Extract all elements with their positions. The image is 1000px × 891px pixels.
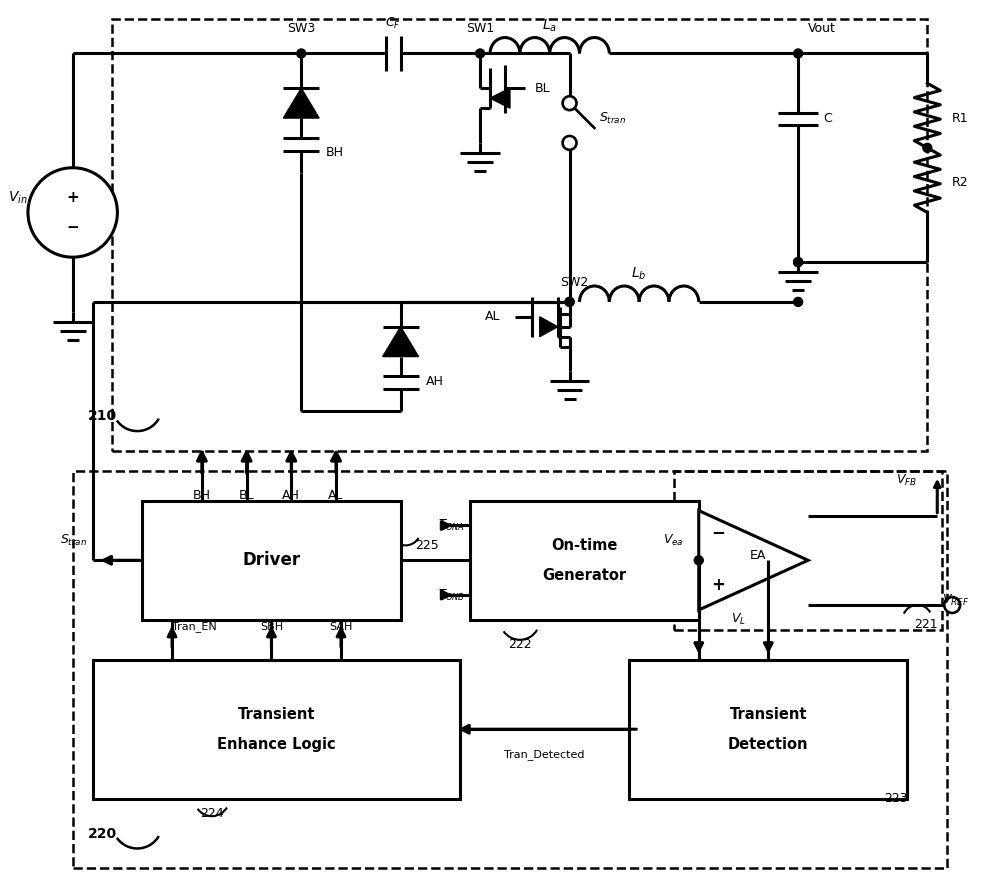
- Circle shape: [794, 257, 803, 266]
- Text: $T_{ONA}$: $T_{ONA}$: [438, 518, 465, 533]
- Text: R1: R1: [952, 111, 969, 125]
- Text: $V_{ea}$: $V_{ea}$: [663, 533, 684, 548]
- Circle shape: [944, 597, 960, 613]
- Circle shape: [923, 143, 932, 152]
- Polygon shape: [699, 511, 808, 610]
- Circle shape: [297, 49, 306, 58]
- Circle shape: [794, 257, 803, 266]
- Text: Generator: Generator: [542, 568, 627, 583]
- Polygon shape: [540, 317, 558, 337]
- Circle shape: [28, 168, 117, 257]
- Text: 220: 220: [88, 827, 117, 840]
- Text: Tran_Detected: Tran_Detected: [504, 748, 585, 759]
- Text: −: −: [66, 220, 79, 235]
- Polygon shape: [490, 88, 510, 108]
- FancyBboxPatch shape: [629, 659, 907, 799]
- Text: SW3: SW3: [287, 22, 315, 35]
- Text: $L_a$: $L_a$: [542, 18, 557, 34]
- Circle shape: [694, 556, 703, 565]
- Text: $T_{ONB}$: $T_{ONB}$: [438, 587, 465, 602]
- Text: BH: BH: [193, 489, 211, 503]
- Text: SBH: SBH: [260, 622, 283, 632]
- Text: 221: 221: [914, 618, 937, 632]
- Text: $V_{FB}$: $V_{FB}$: [896, 473, 917, 488]
- Text: AL: AL: [484, 310, 500, 323]
- Text: BL: BL: [535, 82, 550, 94]
- Text: $S_{tran}$: $S_{tran}$: [599, 110, 627, 126]
- Text: Transient: Transient: [238, 707, 315, 722]
- Polygon shape: [283, 88, 319, 118]
- Text: $L_b$: $L_b$: [631, 266, 647, 282]
- Circle shape: [563, 96, 577, 110]
- Text: Detection: Detection: [728, 737, 809, 752]
- Text: +: +: [66, 190, 79, 205]
- Text: AH: AH: [282, 489, 300, 503]
- Circle shape: [794, 298, 803, 307]
- Text: SW1: SW1: [466, 22, 494, 35]
- Circle shape: [476, 49, 485, 58]
- Text: AH: AH: [425, 375, 443, 388]
- Text: 225: 225: [416, 539, 439, 552]
- Text: Vout: Vout: [808, 22, 836, 35]
- FancyBboxPatch shape: [142, 501, 401, 620]
- Text: $V_{REF}$: $V_{REF}$: [942, 593, 970, 608]
- Text: 222: 222: [508, 638, 532, 651]
- Text: Enhance Logic: Enhance Logic: [217, 737, 336, 752]
- Text: $V_L$: $V_L$: [731, 612, 746, 627]
- Circle shape: [565, 298, 574, 307]
- Text: $V_{in}$: $V_{in}$: [8, 190, 28, 206]
- Text: SAH: SAH: [329, 622, 353, 632]
- Polygon shape: [383, 327, 419, 356]
- Circle shape: [794, 49, 803, 58]
- Text: SW2: SW2: [560, 275, 589, 289]
- Circle shape: [565, 298, 574, 307]
- Text: R2: R2: [952, 176, 969, 189]
- FancyBboxPatch shape: [470, 501, 699, 620]
- Text: $C_F$: $C_F$: [385, 16, 401, 31]
- Text: BH: BH: [326, 146, 344, 159]
- Text: Driver: Driver: [242, 552, 300, 569]
- Text: On-time: On-time: [551, 538, 618, 553]
- Text: EA: EA: [750, 549, 767, 562]
- Text: 223: 223: [884, 792, 907, 805]
- Text: Transient: Transient: [730, 707, 807, 722]
- Text: BL: BL: [239, 489, 254, 503]
- Text: $S_{tran}$: $S_{tran}$: [60, 533, 88, 548]
- Text: 224: 224: [200, 807, 224, 821]
- Text: AL: AL: [328, 489, 344, 503]
- Text: 210: 210: [88, 409, 117, 423]
- Text: +: +: [712, 576, 726, 594]
- Text: Tran_EN: Tran_EN: [172, 621, 217, 633]
- Circle shape: [563, 136, 577, 150]
- Text: C: C: [823, 111, 832, 125]
- FancyBboxPatch shape: [93, 659, 460, 799]
- Text: −: −: [712, 523, 726, 542]
